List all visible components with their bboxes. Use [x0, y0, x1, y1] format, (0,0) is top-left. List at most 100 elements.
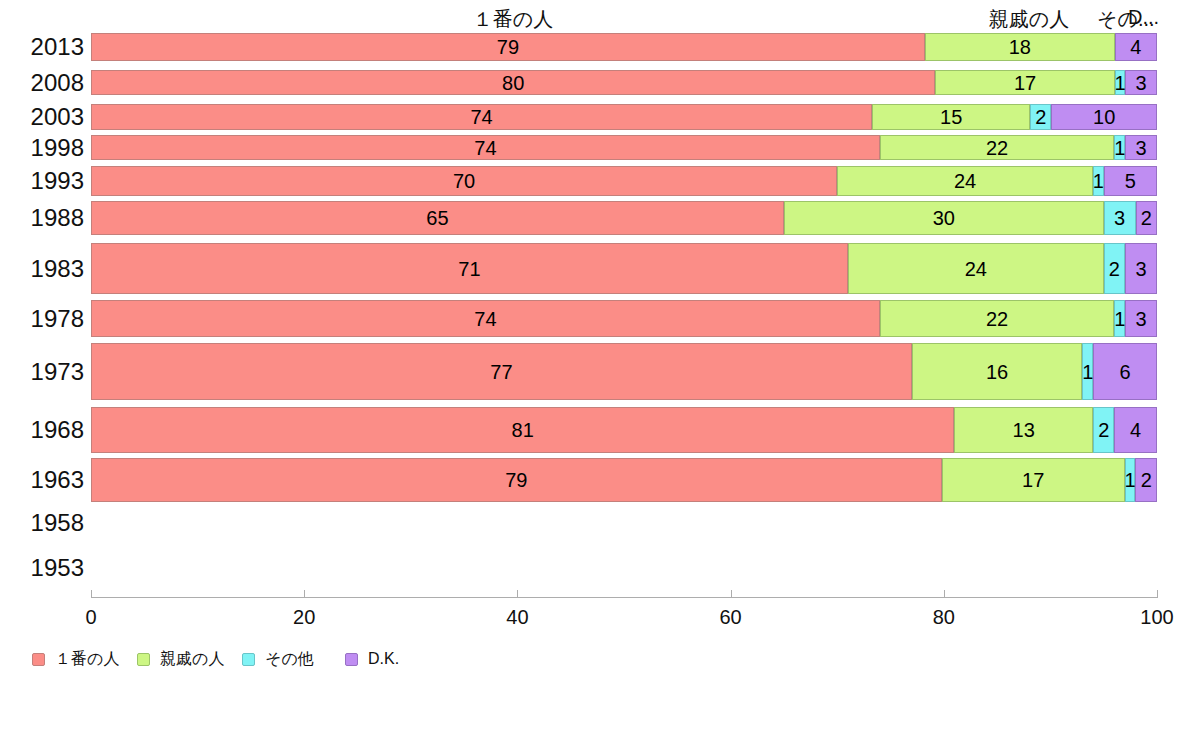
- y-axis-label: 1958: [0, 509, 84, 537]
- bar-value-label: 1: [1114, 71, 1125, 94]
- y-axis-label: 2003: [0, 103, 84, 131]
- legend-item: D.K.: [345, 651, 399, 667]
- y-axis-label: 1998: [0, 134, 84, 162]
- bar-segment-1: 79: [91, 33, 925, 61]
- bar-segment-3: 1: [1114, 300, 1125, 337]
- bar-value-label: 1: [1082, 360, 1093, 383]
- bar-segment-2: 17: [935, 70, 1114, 95]
- bar-segment-2: 22: [880, 135, 1115, 160]
- bar-segment-4: 3: [1125, 300, 1157, 337]
- bar-segment-1: 74: [91, 300, 880, 337]
- bar-row: 71 24 23: [91, 243, 1157, 294]
- y-axis-label: 1973: [0, 358, 84, 386]
- bar-value-label: 74: [470, 106, 492, 129]
- bar-segment-1: 65: [91, 201, 784, 235]
- bar-value-label: 22: [986, 307, 1008, 330]
- bar-segment-1: 77: [91, 343, 912, 400]
- bar-value-label: 70: [453, 170, 475, 193]
- bar-value-label: 3: [1136, 71, 1147, 94]
- y-axis-label: 1963: [0, 466, 84, 494]
- bar-segment-4: 3: [1125, 70, 1157, 95]
- legend-item-label: 親戚の人: [160, 649, 224, 670]
- legend-swatch-icon: [137, 653, 150, 666]
- bar-segment-4: 3: [1125, 243, 1157, 294]
- x-axis-tick: [517, 590, 518, 597]
- bar-segment-4: 5: [1104, 166, 1157, 196]
- bar-value-label: 24: [965, 257, 987, 280]
- bar-value-label: 2: [1141, 207, 1152, 230]
- stacked-bar-chart: １番の人親戚の人その...D...20137918420088017132003…: [0, 0, 1188, 736]
- bar-value-label: 71: [458, 257, 480, 280]
- bar-segment-4: 4: [1114, 407, 1157, 453]
- x-axis-tick-label: 60: [719, 606, 741, 629]
- y-axis-label: 1968: [0, 416, 84, 444]
- bar-value-label: 4: [1130, 36, 1141, 59]
- bar-segment-1: 79: [91, 458, 942, 502]
- bar-value-label: 13: [1013, 419, 1035, 442]
- bar-row: 653032: [91, 201, 1157, 235]
- bar-value-label: 1: [1125, 469, 1136, 492]
- x-axis-tick: [304, 590, 305, 597]
- bar-row: 80 17 13: [91, 70, 1157, 95]
- bar-segment-2: 18: [925, 33, 1115, 61]
- bar-segment-1: 80: [91, 70, 935, 95]
- bar-segment-3: 2: [1030, 104, 1051, 130]
- bar-segment-3: 1: [1114, 135, 1125, 160]
- bar-segment-2: 30: [784, 201, 1104, 235]
- bar-segment-1: 74: [91, 135, 880, 160]
- bar-value-label: 17: [1014, 71, 1036, 94]
- bar-segment-1: 71: [91, 243, 848, 294]
- bar-value-label: 5: [1125, 170, 1136, 193]
- bar-row: 811324: [91, 407, 1157, 453]
- bar-value-label: 24: [954, 170, 976, 193]
- legend-swatch-icon: [345, 653, 358, 666]
- bar-row: 7918 4: [91, 33, 1157, 61]
- y-axis-label: 1983: [0, 255, 84, 283]
- bar-value-label: 17: [1022, 469, 1044, 492]
- bar-value-label: 2: [1109, 257, 1120, 280]
- bar-segment-3: 1: [1082, 343, 1093, 400]
- bar-value-label: 10: [1093, 106, 1115, 129]
- bar-row: 74 22 13: [91, 300, 1157, 337]
- bar-value-label: 80: [502, 71, 524, 94]
- x-axis-tick: [944, 590, 945, 597]
- bar-value-label: 74: [474, 307, 496, 330]
- bar-value-label: 4: [1130, 419, 1141, 442]
- bar-segment-1: 74: [91, 104, 872, 130]
- bar-segment-2: 16: [912, 343, 1083, 400]
- bar-value-label: 65: [426, 207, 448, 230]
- bar-segment-3: 1: [1125, 458, 1136, 502]
- bar-row: 742213: [91, 135, 1157, 160]
- bar-value-label: 3: [1135, 257, 1146, 280]
- bar-value-label: 6: [1119, 360, 1130, 383]
- bar-value-label: 22: [986, 136, 1008, 159]
- bar-segment-2: 22: [880, 300, 1115, 337]
- y-axis-label: 2013: [0, 33, 84, 61]
- series-header-label: １番の人: [473, 6, 553, 33]
- bar-value-label: 81: [512, 419, 534, 442]
- bar-row: 79 17 12: [91, 458, 1157, 502]
- legend-item-label: その他: [265, 649, 314, 670]
- x-axis-line: [91, 597, 1158, 598]
- bar-value-label: 2: [1141, 469, 1152, 492]
- x-axis-tick: [91, 590, 92, 597]
- bar-segment-3: 2: [1104, 243, 1125, 294]
- bar-segment-4: 4: [1115, 33, 1157, 61]
- x-axis-tick-label: 20: [293, 606, 315, 629]
- y-axis-label: 1978: [0, 305, 84, 333]
- bar-value-label: 1: [1114, 136, 1125, 159]
- x-axis-tick-label: 100: [1140, 606, 1173, 629]
- bar-segment-2: 24: [837, 166, 1093, 196]
- x-axis-tick-label: 0: [85, 606, 96, 629]
- series-header-label: D...: [1128, 6, 1159, 29]
- y-axis-label: 1988: [0, 204, 84, 232]
- x-axis-tick: [731, 590, 732, 597]
- bar-value-label: 15: [940, 106, 962, 129]
- legend-item-label: D.K.: [368, 650, 399, 668]
- bar-value-label: 30: [933, 207, 955, 230]
- bar-segment-1: 81: [91, 407, 954, 453]
- bar-row: 771616: [91, 343, 1157, 400]
- bar-value-label: 2: [1035, 106, 1046, 129]
- bar-segment-4: 2: [1136, 201, 1157, 235]
- x-axis-tick-label: 80: [933, 606, 955, 629]
